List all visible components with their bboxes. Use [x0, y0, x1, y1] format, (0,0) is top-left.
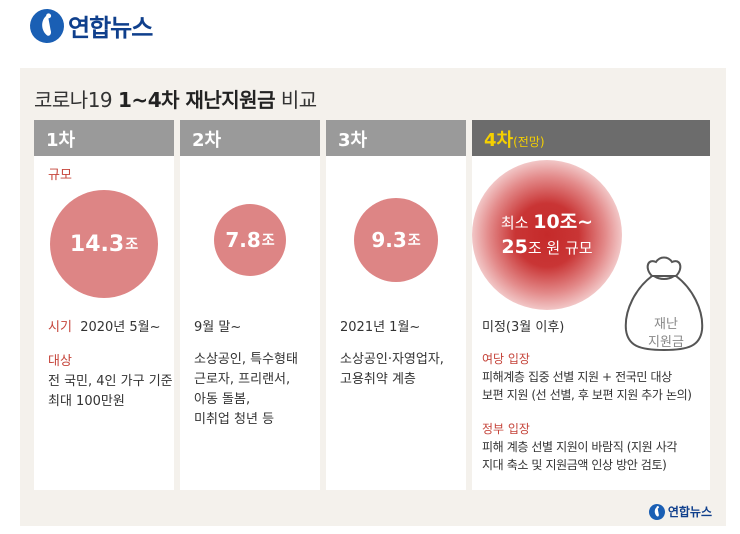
- column-round-3: 3차 9.3 조 2021년 1월~ 소상공인·자영업자, 고용취약 계층: [326, 120, 466, 490]
- amount-suffix: 조 원 규모: [527, 239, 593, 257]
- ruling-line: 피해계층 집중 선별 지원 + 전국민 대상: [482, 370, 672, 384]
- government-text: 피해 계층 선별 지원이 바람직 (지원 사각 지대 축소 및 지원금액 인상 …: [482, 438, 677, 474]
- column-header-sub: (전망): [513, 135, 545, 149]
- bag-label-line: 재난: [654, 317, 678, 332]
- money-bag-label: 재난 지원금: [644, 316, 688, 352]
- target-line: 전 국민, 4인 가구 기준: [48, 374, 173, 389]
- time-value: 미정(3월 이후): [482, 320, 565, 335]
- amount-line-1: 최소 10조~: [467, 210, 627, 235]
- yonhap-logo-icon: [25, 3, 69, 48]
- amount-circle: 9.3 조: [354, 198, 438, 282]
- brand-name: 연합뉴스: [68, 14, 153, 42]
- infographic-title: 코로나19 1~4차 재난지원금 비교: [34, 84, 317, 113]
- time-row: 시기 2020년 5월~: [48, 318, 161, 338]
- target-line: 소상공인·자영업자,: [340, 352, 444, 367]
- ruling-party-label: 여당 입장: [482, 352, 530, 366]
- amount-line-2: 25조 원 규모: [467, 235, 627, 260]
- time-value: 2020년 5월~: [80, 320, 161, 335]
- money-bag-icon: [624, 256, 704, 352]
- amount-range-text: 최소 10조~ 25조 원 규모: [467, 210, 627, 260]
- bag-label-line: 지원금: [648, 335, 684, 350]
- amount-prefix: 최소: [500, 214, 534, 232]
- government-label: 정부 입장: [482, 422, 530, 436]
- column-header: 2차: [180, 120, 320, 156]
- brand-logo-small: 연합뉴스: [646, 501, 712, 522]
- target-label: 대상: [48, 354, 72, 369]
- target-line: 미취업 청년 등: [194, 412, 275, 427]
- target-text: 소상공인·자영업자, 고용취약 계층: [340, 350, 444, 390]
- time-value: 9월 말~: [194, 320, 242, 335]
- brand-logo: 연합뉴스: [25, 3, 153, 48]
- column-header: 1차: [34, 120, 174, 156]
- amount-circle: 7.8 조: [214, 204, 286, 276]
- time-label: 시기: [48, 320, 72, 335]
- column-round-4: 4차(전망) 최소 10조~ 25조 원 규모 재난 지원금 미정(3월 이후)…: [472, 120, 710, 490]
- target-line: 최대 100만원: [48, 394, 125, 409]
- government-line: 지대 축소 및 지원금액 인상 방안 검토): [482, 458, 667, 472]
- target-line: 소상공인, 특수형태: [194, 352, 298, 367]
- column-header: 4차(전망): [472, 120, 710, 156]
- amount-circle: 14.3 조: [50, 190, 158, 298]
- scale-label: 규모: [48, 168, 72, 183]
- yonhap-logo-icon: [646, 501, 668, 522]
- amount-unit: 조: [261, 233, 275, 249]
- ruling-party-text: 피해계층 집중 선별 지원 + 전국민 대상 보편 지원 (선 선별, 후 보편…: [482, 368, 692, 404]
- target-text: 소상공인, 특수형태 근로자, 프리랜서, 아동 돌봄, 미취업 청년 등: [194, 350, 298, 430]
- brand-name: 연합뉴스: [667, 505, 712, 519]
- amount-value: 9.3: [371, 228, 407, 252]
- amount-value: 14.3: [69, 231, 125, 257]
- amount-max: 25: [501, 236, 528, 258]
- amount-value: 7.8: [225, 228, 261, 252]
- time-value: 2021년 1월~: [340, 320, 421, 335]
- government-line: 피해 계층 선별 지원이 바람직 (지원 사각: [482, 440, 678, 454]
- title-suffix: 비교: [274, 88, 317, 112]
- target-line: 아동 돌봄,: [194, 392, 251, 407]
- column-header-title: 4차: [484, 130, 514, 151]
- target-line: 고용취약 계층: [340, 372, 416, 387]
- ruling-line: 보편 지원 (선 선별, 후 보편 지원 추가 논의): [482, 388, 692, 402]
- amount-glow-circle: [472, 160, 622, 310]
- title-prefix: 코로나19: [34, 88, 119, 112]
- column-round-1: 1차 규모 14.3 조 시기 2020년 5월~ 대상 전 국민, 4인 가구 …: [34, 120, 174, 490]
- amount-min: 10조~: [533, 211, 594, 233]
- target-line: 근로자, 프리랜서,: [194, 372, 291, 387]
- amount-unit: 조: [125, 237, 139, 253]
- column-round-2: 2차 7.8 조 9월 말~ 소상공인, 특수형태 근로자, 프리랜서, 아동 돌…: [180, 120, 320, 490]
- infographic-panel: 코로나19 1~4차 재난지원금 비교 1차 규모 14.3 조 시기 2020년…: [20, 68, 726, 526]
- title-bold: 1~4차 재난지원금: [118, 88, 275, 112]
- target-text: 전 국민, 4인 가구 기준 최대 100만원: [48, 372, 173, 412]
- column-header: 3차: [326, 120, 466, 156]
- amount-unit: 조: [407, 233, 421, 249]
